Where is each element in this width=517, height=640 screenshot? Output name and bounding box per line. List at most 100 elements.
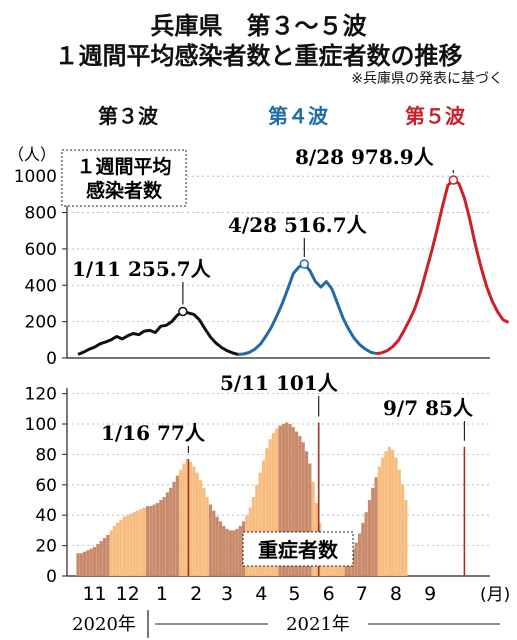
bar [374, 477, 378, 576]
y-tick-label-bottom: 40 [35, 506, 57, 526]
x-tick-label: 3 [221, 583, 233, 605]
bar [145, 506, 150, 576]
legend-line2: 感染者数 [86, 179, 163, 202]
bar [404, 500, 408, 576]
y-tick-label-bottom: 0 [46, 567, 57, 587]
bar [278, 425, 282, 576]
bar [126, 515, 130, 576]
severe-label-box [242, 531, 354, 567]
bar [397, 469, 401, 576]
bar [119, 519, 123, 576]
bar [86, 550, 90, 576]
bar [228, 530, 232, 576]
bar [225, 528, 229, 576]
bar [235, 528, 239, 576]
bar [298, 436, 302, 576]
bar [112, 525, 117, 576]
year-label-2020: 2020年 [72, 614, 136, 635]
source-note: ※兵庫県の発表に基づく [351, 71, 503, 87]
wave-label: 第３波 [98, 104, 159, 128]
series-line [375, 178, 510, 356]
chart-subtitle: １週間平均感染者数と重症者数の推移 [54, 42, 463, 70]
bar [291, 427, 295, 576]
y-unit-label: （人） [8, 145, 56, 164]
y-tick-label-bottom: 60 [35, 476, 57, 496]
peak-annotation: 4/28 516.7人 [228, 213, 368, 237]
bar [400, 484, 405, 576]
peak-annotation: 8/28 978.9人 [295, 145, 435, 169]
bar [208, 504, 213, 576]
peak-annotation: 1/16 77人 [101, 421, 206, 445]
bar [215, 516, 219, 576]
y-tick-label-bottom: 120 [25, 385, 57, 405]
bar [361, 522, 365, 576]
bar [102, 538, 107, 576]
bar [238, 525, 242, 576]
x-tick-label: 8 [390, 583, 402, 605]
bar [212, 510, 216, 576]
y-tick-label-top: 0 [46, 349, 57, 369]
bar [182, 463, 186, 576]
bar [195, 472, 199, 576]
bar [89, 548, 93, 576]
x-tick-label: 2 [190, 583, 202, 605]
bar [381, 457, 385, 576]
bar [175, 475, 179, 576]
x-tick-label: 4 [255, 583, 267, 605]
series-line [237, 262, 377, 356]
series-line [77, 310, 239, 356]
bar [96, 544, 100, 576]
bar [295, 431, 299, 576]
y-tick-label-top: 400 [25, 276, 57, 296]
bar [155, 503, 160, 576]
year-label-2021: 2021年 [286, 614, 350, 635]
bar [218, 521, 223, 576]
bar [258, 472, 262, 576]
bar [179, 469, 183, 576]
x-tick-label: 1 [156, 583, 168, 605]
bar [92, 547, 97, 576]
bar [285, 422, 289, 576]
x-tick-label: 7 [356, 583, 368, 605]
x-tick-label: 12 [116, 583, 140, 605]
bar [311, 481, 315, 576]
bar [261, 460, 266, 576]
bar [394, 457, 398, 576]
peak-marker [448, 175, 459, 185]
x-tick-label: 9 [424, 583, 436, 605]
peak-marker [299, 259, 310, 269]
y-tick-label-bottom: 20 [35, 537, 57, 557]
bar [109, 530, 113, 576]
bar [172, 481, 176, 576]
y-tick-label-top: 800 [25, 204, 57, 224]
peak-annotation: 9/7 85人 [383, 396, 474, 420]
bar [99, 541, 103, 576]
bar [255, 484, 259, 576]
bar [268, 439, 272, 576]
bar [222, 525, 226, 576]
bar [132, 512, 136, 576]
x-unit-label: (月) [480, 585, 510, 605]
bar [152, 504, 156, 576]
bar [357, 533, 362, 576]
bar [371, 487, 375, 576]
bar [83, 551, 87, 576]
x-tick-label: 11 [82, 583, 106, 605]
bar [159, 500, 163, 576]
y-tick-label-bottom: 80 [35, 445, 57, 465]
bar [271, 433, 276, 576]
legend-line1: １週間平均 [76, 155, 171, 178]
bar [122, 516, 126, 576]
bar [377, 466, 382, 576]
bar [354, 542, 358, 576]
bar [288, 424, 292, 576]
y-tick-label-top: 200 [25, 313, 57, 333]
y-tick-label-bottom: 100 [25, 415, 57, 435]
bar [391, 449, 395, 576]
bar [384, 451, 388, 576]
peak-annotation: 1/11 255.7人 [72, 257, 212, 281]
wave-label: 第５波 [405, 104, 466, 128]
y-tick-label-top: 1000 [14, 167, 57, 187]
bar [165, 492, 170, 576]
